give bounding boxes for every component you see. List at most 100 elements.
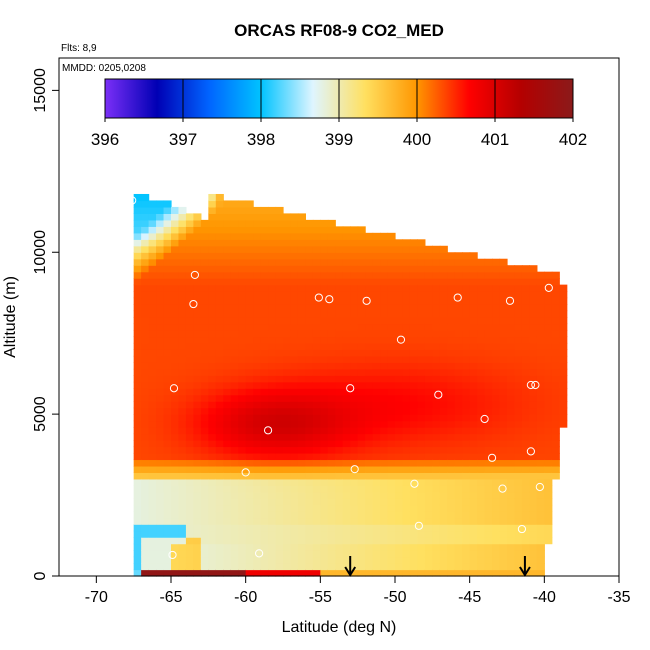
heatmap-cell bbox=[283, 252, 292, 260]
heatmap-cell bbox=[163, 530, 172, 538]
observation-point bbox=[86, 558, 95, 568]
heatmap-cell bbox=[342, 530, 351, 538]
heatmap-cell bbox=[260, 219, 269, 227]
heatmap-cell bbox=[185, 537, 194, 545]
heatmap-cell bbox=[253, 323, 262, 331]
heatmap-cell bbox=[536, 304, 545, 312]
heatmap-cell bbox=[365, 563, 374, 571]
heatmap-cell bbox=[238, 407, 247, 415]
heatmap-cell bbox=[327, 317, 336, 325]
heatmap-cell bbox=[290, 504, 299, 512]
heatmap-cell bbox=[499, 349, 508, 357]
heatmap-cell bbox=[148, 414, 157, 422]
heatmap-cell bbox=[320, 329, 329, 338]
heatmap-cell bbox=[521, 524, 530, 532]
heatmap-cell bbox=[178, 569, 187, 577]
heatmap-cell bbox=[492, 284, 501, 292]
heatmap-cell bbox=[178, 291, 187, 299]
heatmap-cell bbox=[357, 452, 366, 461]
heatmap-cell bbox=[372, 265, 381, 273]
heatmap-cell bbox=[290, 349, 299, 357]
heatmap-cell bbox=[305, 304, 314, 312]
heatmap-cell bbox=[215, 556, 224, 564]
heatmap-cell bbox=[544, 355, 553, 363]
heatmap-cell bbox=[484, 459, 493, 467]
heatmap-cell bbox=[536, 284, 545, 292]
heatmap-cell bbox=[268, 414, 277, 422]
heatmap-cell bbox=[238, 420, 247, 428]
heatmap-cell bbox=[350, 427, 359, 435]
heatmap-cell bbox=[238, 459, 247, 467]
heatmap-cell bbox=[514, 465, 523, 473]
heatmap-cell bbox=[439, 252, 448, 260]
heatmap-cell bbox=[178, 433, 187, 441]
heatmap-cell bbox=[365, 530, 374, 538]
heatmap-cell bbox=[260, 206, 269, 214]
heatmap-cell bbox=[178, 381, 187, 389]
heatmap-cell bbox=[312, 530, 321, 538]
heatmap-cell bbox=[245, 329, 254, 338]
heatmap-cell bbox=[200, 517, 209, 525]
heatmap-cell bbox=[417, 427, 426, 435]
heatmap-cell bbox=[484, 550, 493, 558]
heatmap-cell bbox=[499, 258, 508, 266]
heatmap-cell bbox=[507, 342, 516, 350]
heatmap-cell bbox=[133, 550, 142, 558]
heatmap-cell bbox=[395, 504, 404, 512]
heatmap-cell bbox=[447, 517, 456, 525]
heatmap-cell bbox=[432, 452, 441, 461]
heatmap-cell bbox=[305, 368, 314, 376]
heatmap-cell bbox=[387, 284, 396, 292]
heatmap-cell bbox=[335, 226, 344, 234]
heatmap-cell bbox=[320, 433, 329, 441]
heatmap-cell bbox=[200, 310, 209, 318]
heatmap-cell bbox=[357, 556, 366, 564]
heatmap-cell bbox=[387, 252, 396, 260]
heatmap-cell bbox=[133, 420, 142, 428]
heatmap-cell bbox=[320, 278, 329, 286]
y-tick-label: 15000 bbox=[32, 68, 49, 113]
heatmap-cell bbox=[409, 278, 418, 286]
heatmap-cell bbox=[141, 193, 150, 202]
heatmap-cell bbox=[141, 355, 150, 363]
heatmap-cell bbox=[499, 440, 508, 448]
heatmap-cell bbox=[215, 459, 224, 467]
heatmap-cell bbox=[312, 278, 321, 286]
heatmap-cell bbox=[156, 452, 165, 461]
heatmap-cell bbox=[156, 388, 165, 396]
heatmap-cell bbox=[536, 381, 545, 389]
heatmap-cell bbox=[536, 517, 545, 525]
heatmap-cell bbox=[395, 446, 404, 454]
heatmap-cell bbox=[305, 232, 314, 240]
heatmap-cell bbox=[544, 478, 553, 486]
heatmap-cell bbox=[551, 342, 560, 350]
heatmap-cell bbox=[312, 427, 321, 435]
heatmap-cell bbox=[200, 465, 209, 473]
heatmap-cell bbox=[454, 362, 463, 370]
heatmap-cell bbox=[462, 433, 471, 441]
heatmap-cell bbox=[208, 368, 217, 376]
heatmap-cell bbox=[499, 284, 508, 292]
heatmap-cell bbox=[469, 530, 478, 538]
heatmap-cell bbox=[499, 368, 508, 376]
heatmap-cell bbox=[507, 278, 516, 286]
heatmap-cell bbox=[484, 472, 493, 480]
heatmap-cell bbox=[409, 504, 418, 512]
heatmap-cell bbox=[312, 317, 321, 325]
heatmap-cell bbox=[357, 543, 366, 551]
heatmap-cell bbox=[297, 388, 306, 396]
heatmap-cell bbox=[260, 342, 269, 350]
heatmap-cell bbox=[454, 427, 463, 435]
heatmap-cell bbox=[342, 271, 351, 279]
heatmap-cell bbox=[424, 478, 433, 486]
heatmap-cell bbox=[327, 245, 336, 253]
heatmap-cell bbox=[499, 362, 508, 370]
heatmap-cell bbox=[141, 265, 150, 273]
heatmap-cell bbox=[447, 265, 456, 273]
heatmap-cell bbox=[514, 271, 523, 279]
heatmap-cell bbox=[521, 485, 530, 493]
heatmap-cell bbox=[200, 388, 209, 396]
heatmap-cell bbox=[536, 569, 545, 577]
observation-point bbox=[325, 295, 334, 304]
heatmap-cell bbox=[320, 498, 329, 506]
